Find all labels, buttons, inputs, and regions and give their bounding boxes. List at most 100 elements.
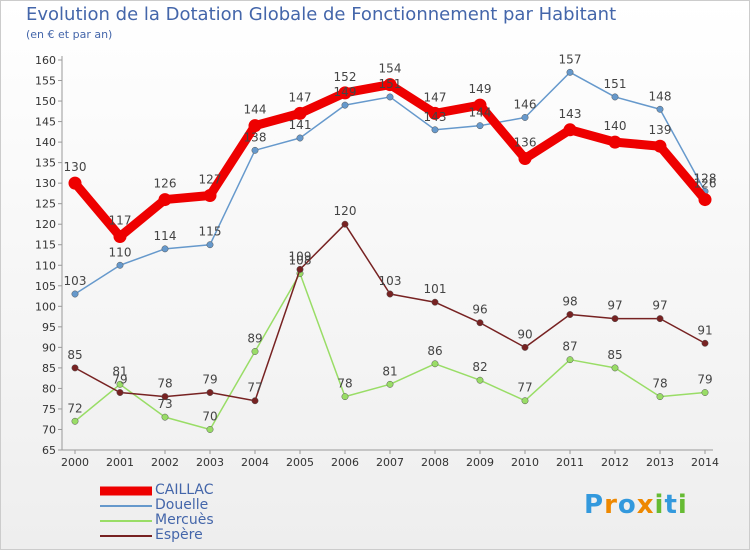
data-point-espere: [251, 397, 259, 405]
y-tick-label: 115: [35, 239, 56, 252]
data-point-douelle: [656, 105, 664, 113]
x-tick-label: 2003: [196, 456, 224, 469]
data-label-espere: 77: [247, 381, 262, 395]
data-point-douelle: [566, 68, 574, 76]
data-label-douelle: 128: [694, 171, 717, 185]
data-label-espere: 90: [517, 327, 532, 341]
data-label-mercues: 89: [247, 331, 262, 345]
data-point-douelle: [476, 122, 484, 130]
data-label-mercues: 85: [607, 348, 622, 362]
y-tick-label: 160: [35, 54, 56, 67]
x-tick-label: 2000: [61, 456, 89, 469]
x-tick-label: 2004: [241, 456, 269, 469]
data-point-caillac: [158, 193, 172, 207]
data-label-caillac: 152: [334, 70, 357, 84]
data-point-douelle: [251, 146, 259, 154]
x-tick-label: 2013: [646, 456, 674, 469]
data-label-mercues: 79: [697, 373, 712, 387]
data-point-mercues: [656, 393, 664, 401]
data-label-caillac: 139: [649, 123, 672, 137]
data-label-espere: 79: [112, 373, 127, 387]
series-douelle: [71, 68, 709, 298]
logo-letter: i: [654, 490, 665, 520]
axes: [61, 56, 713, 451]
data-point-caillac: [608, 135, 622, 149]
legend-swatch-espere: [100, 535, 152, 537]
y-tick-label: 70: [42, 423, 56, 436]
y-tick-label: 100: [35, 300, 56, 313]
data-label-espere: 85: [67, 348, 82, 362]
data-label-douelle: 115: [199, 225, 222, 239]
data-point-douelle: [431, 126, 439, 134]
data-label-mercues: 108: [289, 253, 312, 267]
data-label-espere: 97: [607, 299, 622, 313]
data-label-caillac: 147: [424, 90, 447, 104]
data-point-caillac: [563, 123, 577, 137]
axis-ticks: 65 70 75 80 85 90 95 100 105 110 115 120 125 130 135 14…: [35, 54, 719, 469]
data-label-douelle: 138: [244, 130, 267, 144]
data-point-mercues: [251, 348, 259, 355]
y-tick-label: 150: [35, 95, 56, 108]
data-label-mercues: 86: [427, 344, 442, 358]
data-label-caillac: 140: [604, 119, 627, 133]
legend-label-caillac: CAILLAC: [155, 482, 214, 498]
data-point-espere: [656, 315, 664, 323]
data-label-espere: 78: [157, 377, 172, 391]
y-tick-label: 75: [42, 403, 56, 416]
data-label-espere: 101: [424, 282, 447, 296]
data-point-mercues: [341, 393, 349, 401]
data-label-mercues: 87: [562, 340, 577, 354]
x-tick-label: 2007: [376, 456, 404, 469]
data-label-caillac: 149: [469, 82, 492, 96]
data-label-caillac: 154: [379, 62, 402, 76]
data-label-caillac: 126: [694, 177, 717, 191]
data-point-espere: [161, 393, 169, 401]
data-point-douelle: [611, 93, 619, 101]
data-point-caillac: [248, 119, 262, 133]
data-point-douelle: [296, 134, 304, 142]
data-point-caillac: [698, 193, 712, 207]
data-label-douelle: 149: [334, 85, 357, 99]
data-label-douelle: 151: [604, 77, 627, 91]
data-label-mercues: 78: [337, 377, 352, 391]
data-label-mercues: 82: [472, 360, 487, 374]
y-tick-label: 125: [35, 198, 56, 211]
data-point-douelle: [341, 101, 349, 109]
data-point-mercues: [431, 360, 439, 368]
series-mercues: [71, 270, 709, 433]
data-point-mercues: [116, 380, 124, 388]
data-label-espere: 103: [379, 274, 402, 288]
x-tick-label: 2001: [106, 456, 134, 469]
data-label-douelle: 157: [559, 52, 582, 66]
logo-letter: r: [604, 490, 618, 520]
legend-swatch-caillac: [100, 486, 152, 496]
logo-letter: x: [636, 490, 655, 520]
data-label-douelle: 110: [109, 245, 132, 259]
data-label-caillac: 117: [109, 214, 132, 228]
data-label-mercues: 81: [382, 364, 397, 378]
legend-swatch-douelle: [100, 505, 152, 507]
y-tick-label: 80: [42, 382, 56, 395]
data-point-espere: [206, 389, 214, 396]
y-tick-label: 140: [35, 136, 56, 149]
data-label-caillac: 143: [559, 107, 582, 121]
data-point-douelle: [161, 245, 169, 253]
data-point-douelle: [116, 261, 124, 269]
legend-label-mercues: Mercuès: [155, 512, 214, 528]
data-point-douelle: [521, 114, 529, 121]
data-label-caillac: 147: [289, 90, 312, 104]
data-point-caillac: [653, 139, 667, 153]
x-tick-label: 2006: [331, 456, 359, 469]
y-tick-label: 110: [35, 259, 56, 272]
data-label-espere: 109: [289, 249, 312, 263]
data-point-caillac: [428, 106, 442, 120]
data-point-mercues: [386, 380, 394, 388]
data-label-espere: 79: [202, 373, 217, 387]
data-point-caillac: [338, 86, 352, 100]
data-label-espere: 91: [697, 323, 712, 337]
data-label-douelle: 114: [154, 229, 177, 243]
data-labels: 72 81 73 70 89 108 78 81 86 82 77 87 85 78 79 85 79 78 79 7…: [64, 52, 717, 423]
legend-label-douelle: Douelle: [155, 497, 209, 513]
y-tick-label: 85: [42, 362, 56, 375]
proxiti-logo: Proxiti: [584, 490, 688, 520]
